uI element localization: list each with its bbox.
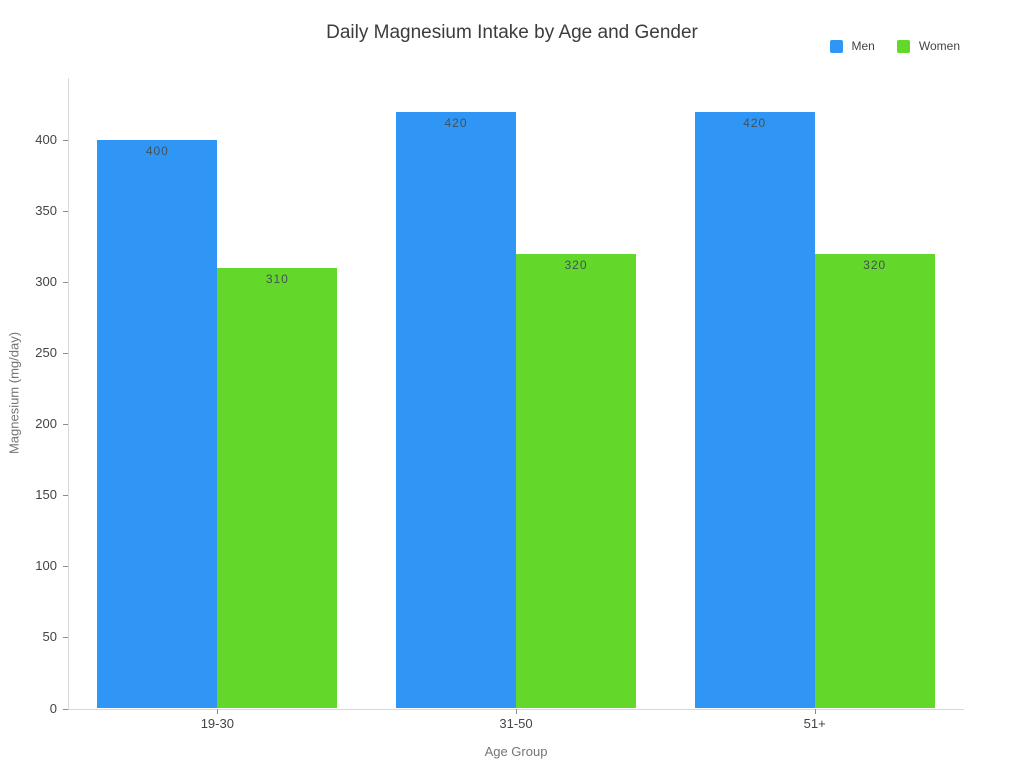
legend-swatch-men: [829, 39, 843, 53]
bar-value-label: 400: [145, 144, 169, 159]
bar-value-label: 320: [863, 258, 887, 273]
y-tick-mark: [63, 566, 68, 568]
y-tick-mark: [63, 637, 68, 639]
y-tick-label: 400: [35, 132, 57, 148]
bar-value-label: 320: [564, 258, 588, 273]
y-tick-label: 300: [35, 274, 57, 290]
y-tick-mark: [63, 708, 68, 710]
legend-item-women[interactable]: Women: [896, 39, 960, 53]
x-tick-mark: [814, 708, 816, 714]
legend: Men Women: [829, 39, 960, 53]
bar-value-label: 310: [265, 272, 289, 287]
x-tick-label-31-50: 31-50: [499, 716, 533, 731]
y-tick-label: 250: [35, 345, 57, 361]
y-tick-label: 350: [35, 203, 57, 219]
y-axis-line: [68, 78, 69, 709]
x-axis-title: Age Group: [484, 744, 548, 759]
y-tick-mark: [63, 282, 68, 284]
bar-women-51: 320: [814, 254, 935, 709]
bar-women-31-50: 320: [516, 254, 636, 709]
legend-swatch-women: [896, 39, 910, 53]
y-tick-label: 100: [35, 558, 57, 574]
bar-men-51: 420: [694, 112, 815, 709]
y-tick-mark: [63, 495, 68, 497]
bar-men-31-50: 420: [396, 112, 516, 709]
y-tick-label: 50: [42, 629, 57, 645]
y-tick-mark: [63, 140, 68, 142]
legend-item-label: Women: [918, 39, 960, 53]
bar-value-label: 420: [444, 116, 468, 131]
y-tick-mark: [63, 353, 68, 355]
chart-title: Daily Magnesium Intake by Age and Gender: [326, 22, 698, 43]
legend-item-men[interactable]: Men: [829, 39, 875, 53]
y-tick-mark: [63, 211, 68, 213]
bar-men-19-30: 400: [97, 140, 218, 709]
y-tick-label: 0: [49, 700, 57, 716]
y-tick-label: 200: [35, 416, 57, 432]
x-tick-label-51: 51+: [803, 716, 826, 731]
x-tick-mark: [516, 708, 517, 714]
x-tick-label-19-30: 19-30: [200, 716, 234, 731]
y-tick-mark: [63, 424, 68, 426]
x-tick-mark: [217, 708, 219, 714]
legend-item-label: Men: [851, 39, 875, 53]
bar-value-label: 420: [743, 116, 767, 131]
y-tick-label: 150: [35, 487, 57, 503]
bar-women-19-30: 310: [217, 268, 338, 709]
